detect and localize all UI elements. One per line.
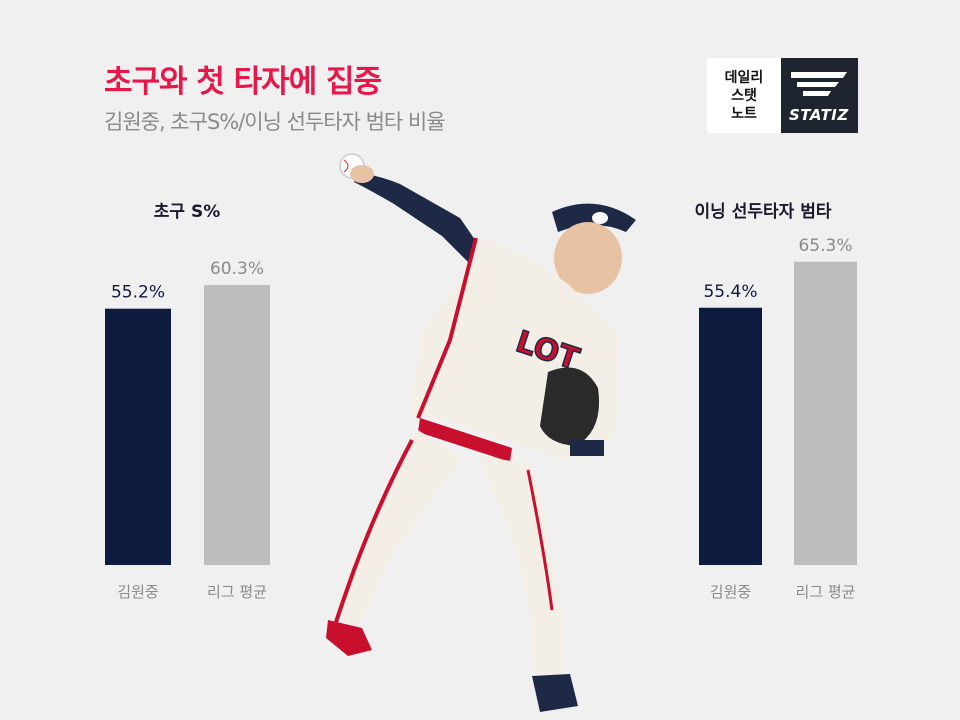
daily-stat-note-logo: 데일리 스탯 노트 [707, 58, 781, 133]
bar-league-avg [794, 261, 857, 565]
category-label: 김원중 [117, 583, 158, 601]
statiz-brand-logo: STATIZ [781, 58, 858, 133]
value-label: 55.2% [111, 283, 165, 303]
bar-player [699, 307, 762, 565]
statiz-wordmark: STATIZ [789, 106, 849, 124]
category-label: 김원중 [710, 583, 751, 601]
logo-line-1: 데일리 [724, 70, 764, 86]
value-label: 60.3% [210, 259, 264, 279]
statiz-stripes-icon [791, 72, 847, 96]
chart-title-main: 초구와 첫 타자에 집중 [104, 64, 382, 100]
bar-player [105, 308, 171, 565]
logo-line-3: 노트 [731, 106, 757, 122]
chart-subtitle: 김원중, 초구S%/이닝 선두타자 범타 비율 [104, 110, 446, 134]
value-label: 55.4% [703, 282, 757, 302]
logo-line-2: 스탯 [731, 88, 757, 104]
chart-2-title: 이닝 선두타자 범타 [695, 202, 832, 222]
bar-league-avg [204, 285, 270, 565]
pitcher-illustration: LOT [326, 153, 636, 712]
statiz-logo: 데일리 스탯 노트 STATIZ [707, 58, 858, 133]
category-label: 리그 평균 [796, 583, 856, 601]
chart-1-title: 초구 S% [154, 202, 220, 222]
category-label: 리그 평균 [207, 583, 267, 601]
value-label: 65.3% [798, 236, 852, 256]
